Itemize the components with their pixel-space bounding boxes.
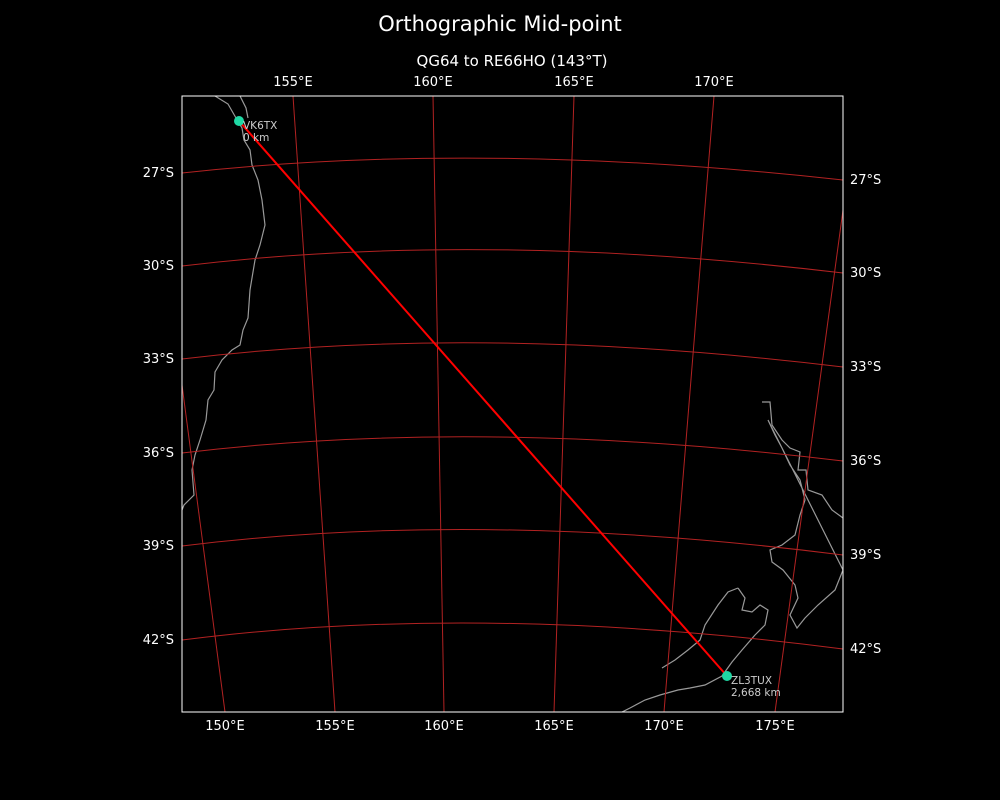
- top-lon-label: 155°E: [273, 75, 313, 90]
- meridian-165e: [553, 96, 575, 712]
- left-lat-label: 36°S: [143, 446, 174, 461]
- bottom-lon-label: 175°E: [755, 719, 795, 734]
- bottom-lon-label: 160°E: [424, 719, 464, 734]
- top-lon-label: 165°E: [554, 75, 594, 90]
- great-circle-path: [238, 120, 728, 677]
- right-lat-label: 27°S: [850, 173, 881, 188]
- parallel-30s: [182, 249, 843, 274]
- end-call: ZL3TUX: [731, 675, 772, 687]
- left-lat-label: 39°S: [143, 539, 174, 554]
- chart-title: Orthographic Mid-point: [378, 12, 622, 36]
- right-lat-label: 30°S: [850, 266, 881, 281]
- graticule: [182, 96, 843, 712]
- coastlines: [182, 96, 843, 712]
- right-lat-label: 36°S: [850, 454, 881, 469]
- coastline-australia: [182, 96, 266, 511]
- bottom-lon-label: 165°E: [534, 719, 574, 734]
- end-distance: 2,668 km: [731, 687, 781, 699]
- parallel-33s: [182, 342, 843, 368]
- left-lat-label: 30°S: [143, 259, 174, 274]
- end-marker: [722, 671, 732, 681]
- start-call: VK6TX: [243, 120, 277, 132]
- bottom-lon-label: 155°E: [315, 719, 355, 734]
- top-lon-label: 160°E: [413, 75, 453, 90]
- chart-subtitle: QG64 to RE66HO (143°T): [416, 52, 608, 70]
- parallel-36s: [182, 436, 843, 462]
- left-lat-label: 27°S: [143, 166, 174, 181]
- meridian-155e: [292, 96, 336, 712]
- meridian-170e: [663, 96, 715, 712]
- coastline-nz-north: [762, 401, 843, 630]
- coastline-australia-north: [239, 96, 249, 119]
- meridian-175e: [774, 209, 843, 712]
- parallel-42s: [182, 622, 843, 650]
- bottom-lon-label: 150°E: [205, 719, 245, 734]
- left-lat-label: 33°S: [143, 352, 174, 367]
- map-frame: [181, 95, 844, 713]
- parallel-27s: [182, 157, 843, 181]
- right-lat-label: 33°S: [850, 360, 881, 375]
- left-lat-label: 42°S: [143, 633, 174, 648]
- parallel-39s: [182, 529, 843, 556]
- start-marker: [234, 116, 244, 126]
- meridian-150e: [182, 384, 226, 712]
- bottom-lon-label: 170°E: [644, 719, 684, 734]
- top-lon-label: 170°E: [694, 75, 734, 90]
- right-lat-label: 42°S: [850, 642, 881, 657]
- meridian-160e: [432, 96, 445, 712]
- right-lat-label: 39°S: [850, 548, 881, 563]
- start-distance: 0 km: [243, 132, 269, 144]
- coastline-nz-south: [621, 587, 769, 712]
